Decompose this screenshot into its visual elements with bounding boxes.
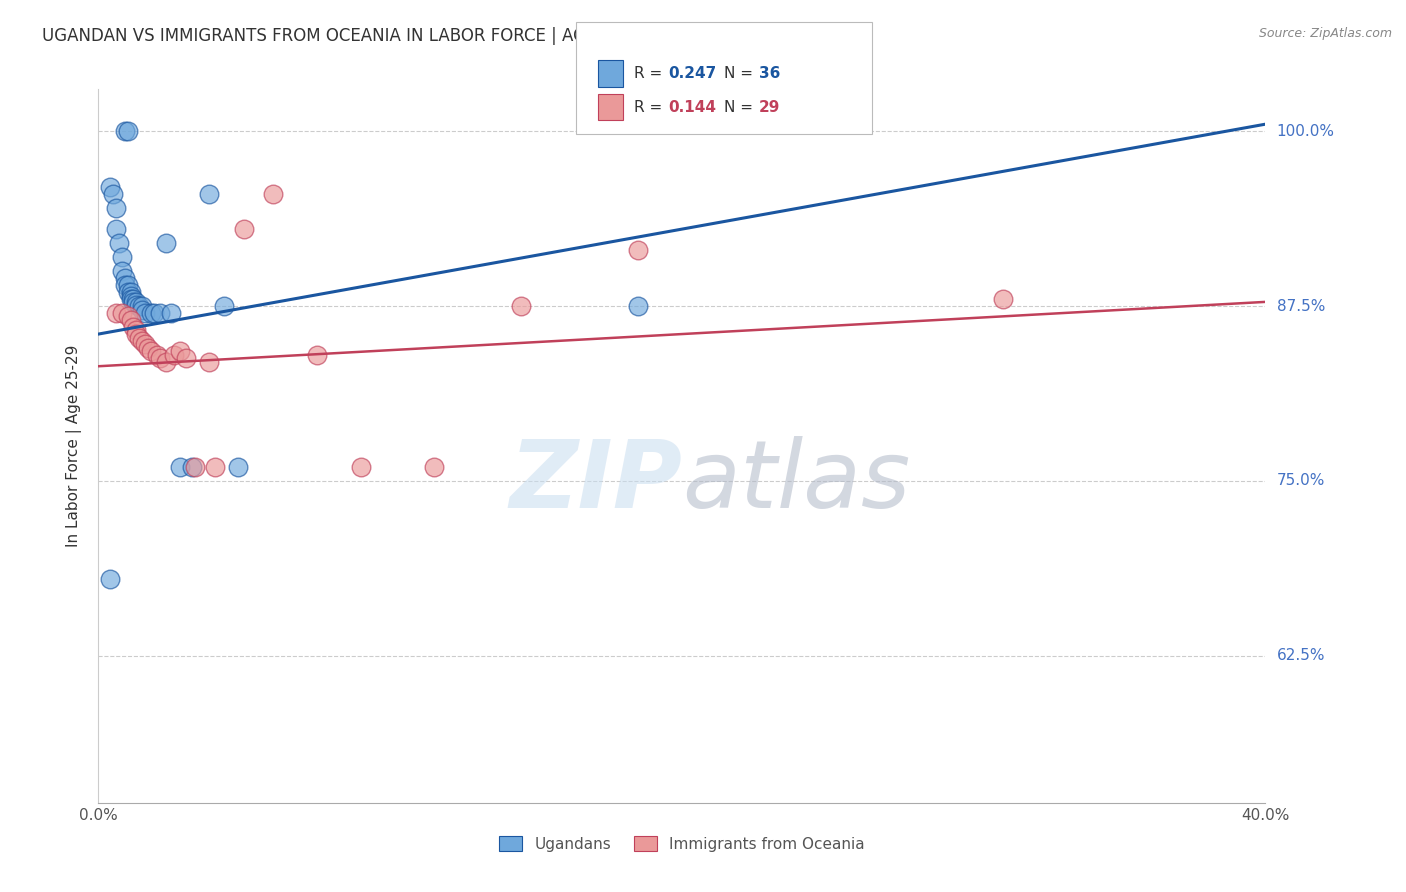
- Point: [233, 222, 256, 236]
- Point: [131, 303, 153, 318]
- Point: [101, 187, 124, 202]
- Point: [212, 299, 235, 313]
- Text: R =: R =: [634, 100, 668, 114]
- Point: [114, 124, 136, 138]
- Point: [117, 285, 139, 299]
- Point: [122, 294, 145, 309]
- Point: [155, 236, 177, 251]
- Point: [134, 336, 156, 351]
- Text: UGANDAN VS IMMIGRANTS FROM OCEANIA IN LABOR FORCE | AGE 25-29 CORRELATION CHART: UGANDAN VS IMMIGRANTS FROM OCEANIA IN LA…: [42, 27, 835, 45]
- Text: Source: ZipAtlas.com: Source: ZipAtlas.com: [1258, 27, 1392, 40]
- Point: [98, 180, 121, 194]
- Point: [104, 306, 127, 320]
- Point: [111, 264, 134, 278]
- Point: [122, 292, 145, 306]
- Point: [128, 331, 150, 345]
- Point: [163, 348, 186, 362]
- Point: [136, 341, 159, 355]
- Point: [149, 306, 172, 320]
- Point: [125, 327, 148, 342]
- Text: 87.5%: 87.5%: [1277, 299, 1324, 314]
- Point: [198, 187, 221, 202]
- Point: [104, 201, 127, 215]
- Point: [131, 299, 153, 313]
- Point: [510, 299, 533, 313]
- Point: [128, 299, 150, 313]
- Text: 100.0%: 100.0%: [1277, 124, 1334, 138]
- Point: [627, 243, 650, 257]
- Point: [134, 306, 156, 320]
- Point: [350, 460, 373, 475]
- Point: [627, 299, 650, 313]
- Point: [146, 348, 169, 362]
- Point: [117, 309, 139, 323]
- Text: ZIP: ZIP: [509, 435, 682, 528]
- Point: [204, 460, 226, 475]
- Point: [131, 334, 153, 348]
- Text: 36: 36: [759, 66, 780, 80]
- Point: [108, 236, 131, 251]
- Text: 29: 29: [759, 100, 780, 114]
- Point: [307, 348, 329, 362]
- Point: [120, 289, 142, 303]
- Point: [111, 306, 134, 320]
- Point: [160, 306, 183, 320]
- Point: [120, 292, 142, 306]
- Text: 62.5%: 62.5%: [1277, 648, 1324, 664]
- Point: [169, 460, 191, 475]
- Point: [198, 355, 221, 369]
- Text: N =: N =: [724, 100, 758, 114]
- Text: R =: R =: [634, 66, 668, 80]
- Point: [120, 285, 142, 299]
- Text: 0.144: 0.144: [668, 100, 716, 114]
- Point: [117, 278, 139, 293]
- Point: [149, 351, 172, 365]
- Point: [991, 292, 1014, 306]
- Text: N =: N =: [724, 66, 758, 80]
- Point: [125, 294, 148, 309]
- Point: [139, 306, 162, 320]
- Point: [139, 343, 162, 358]
- Point: [423, 460, 446, 475]
- Point: [120, 313, 142, 327]
- Point: [125, 323, 148, 337]
- Point: [228, 460, 250, 475]
- Point: [180, 460, 202, 475]
- Point: [117, 124, 139, 138]
- Point: [262, 187, 284, 202]
- Text: 0.247: 0.247: [668, 66, 716, 80]
- Point: [183, 460, 205, 475]
- Point: [111, 250, 134, 264]
- Point: [104, 222, 127, 236]
- Legend: Ugandans, Immigrants from Oceania: Ugandans, Immigrants from Oceania: [492, 828, 872, 859]
- Point: [98, 572, 121, 586]
- Point: [114, 278, 136, 293]
- Point: [174, 351, 197, 365]
- Text: atlas: atlas: [682, 436, 910, 527]
- Point: [142, 306, 165, 320]
- Point: [169, 343, 191, 358]
- Point: [155, 355, 177, 369]
- Point: [122, 320, 145, 334]
- Y-axis label: In Labor Force | Age 25-29: In Labor Force | Age 25-29: [66, 345, 83, 547]
- Point: [125, 298, 148, 312]
- Text: 75.0%: 75.0%: [1277, 474, 1324, 489]
- Point: [114, 271, 136, 285]
